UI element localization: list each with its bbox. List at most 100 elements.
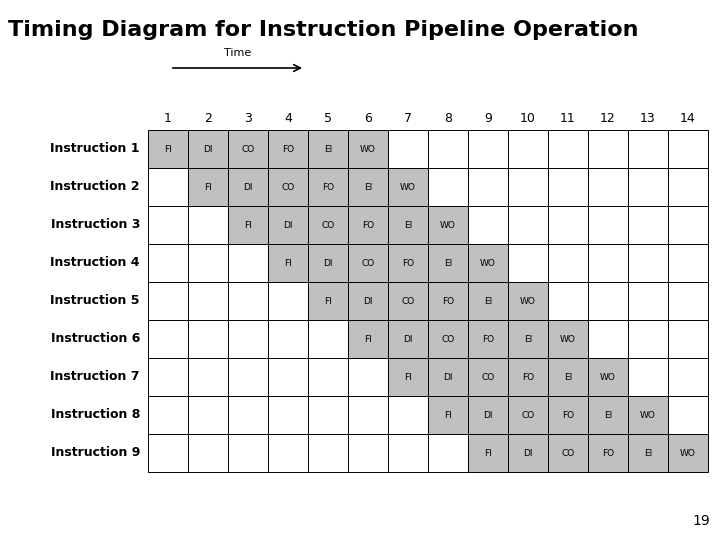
Bar <box>548 168 588 206</box>
Text: EI: EI <box>524 334 532 343</box>
Bar <box>428 434 468 472</box>
Text: Instruction 3: Instruction 3 <box>50 219 140 232</box>
Bar <box>388 396 428 434</box>
Bar <box>148 320 188 358</box>
Text: EI: EI <box>644 449 652 457</box>
Bar <box>428 130 468 168</box>
Text: 12: 12 <box>600 111 616 125</box>
Text: FI: FI <box>444 410 452 420</box>
Text: FI: FI <box>164 145 172 153</box>
Text: Instruction 7: Instruction 7 <box>50 370 140 383</box>
Bar <box>188 130 228 168</box>
Text: EI: EI <box>404 220 412 230</box>
Bar <box>388 320 428 358</box>
Text: DI: DI <box>364 296 373 306</box>
Text: Instruction 8: Instruction 8 <box>50 408 140 422</box>
Text: EI: EI <box>604 410 612 420</box>
Bar <box>268 396 308 434</box>
Text: DI: DI <box>483 410 492 420</box>
Bar <box>548 320 588 358</box>
Bar <box>268 282 308 320</box>
Bar <box>468 396 508 434</box>
Bar <box>188 358 228 396</box>
Text: Instruction 2: Instruction 2 <box>50 180 140 193</box>
Text: Instruction 6: Instruction 6 <box>50 333 140 346</box>
Text: WO: WO <box>680 449 696 457</box>
Bar <box>508 244 548 282</box>
Bar <box>668 130 708 168</box>
Bar <box>508 396 548 434</box>
Bar <box>668 244 708 282</box>
Text: 5: 5 <box>324 111 332 125</box>
Text: FO: FO <box>402 259 414 267</box>
Bar <box>428 320 468 358</box>
Bar <box>308 358 348 396</box>
Text: 13: 13 <box>640 111 656 125</box>
Bar <box>148 168 188 206</box>
Bar <box>148 434 188 472</box>
Text: FI: FI <box>404 373 412 381</box>
Text: 2: 2 <box>204 111 212 125</box>
Bar <box>188 396 228 434</box>
Text: FI: FI <box>324 296 332 306</box>
Text: EI: EI <box>444 259 452 267</box>
Bar <box>628 206 668 244</box>
Bar <box>268 206 308 244</box>
Bar <box>588 396 628 434</box>
Bar <box>468 320 508 358</box>
Bar <box>428 206 468 244</box>
Bar <box>508 358 548 396</box>
Bar <box>508 282 548 320</box>
Bar <box>468 206 508 244</box>
Text: FO: FO <box>482 334 494 343</box>
Bar <box>628 320 668 358</box>
Text: 7: 7 <box>404 111 412 125</box>
Bar <box>428 396 468 434</box>
Bar <box>148 130 188 168</box>
Bar <box>188 244 228 282</box>
Text: Instruction 4: Instruction 4 <box>50 256 140 269</box>
Text: Time: Time <box>224 48 251 58</box>
Text: 10: 10 <box>520 111 536 125</box>
Bar <box>588 320 628 358</box>
Bar <box>548 282 588 320</box>
Text: WO: WO <box>400 183 416 192</box>
Text: DI: DI <box>403 334 413 343</box>
Bar <box>628 396 668 434</box>
Bar <box>308 320 348 358</box>
Bar <box>588 434 628 472</box>
Text: CO: CO <box>361 259 374 267</box>
Bar <box>548 130 588 168</box>
Bar <box>348 282 388 320</box>
Text: WO: WO <box>440 220 456 230</box>
Bar <box>268 168 308 206</box>
Text: FO: FO <box>282 145 294 153</box>
Bar <box>468 130 508 168</box>
Text: DI: DI <box>444 373 453 381</box>
Bar <box>548 358 588 396</box>
Bar <box>228 130 268 168</box>
Bar <box>148 282 188 320</box>
Text: WO: WO <box>480 259 496 267</box>
Bar <box>188 168 228 206</box>
Bar <box>548 244 588 282</box>
Bar <box>268 130 308 168</box>
Bar <box>628 168 668 206</box>
Bar <box>228 434 268 472</box>
Bar <box>508 434 548 472</box>
Bar <box>628 282 668 320</box>
Bar <box>348 206 388 244</box>
Bar <box>468 244 508 282</box>
Bar <box>508 168 548 206</box>
Text: Instruction 9: Instruction 9 <box>50 447 140 460</box>
Bar <box>228 358 268 396</box>
Bar <box>188 206 228 244</box>
Text: CO: CO <box>562 449 575 457</box>
Bar <box>588 244 628 282</box>
Bar <box>388 244 428 282</box>
Text: CO: CO <box>441 334 454 343</box>
Text: FO: FO <box>602 449 614 457</box>
Bar <box>668 434 708 472</box>
Bar <box>468 434 508 472</box>
Bar <box>388 282 428 320</box>
